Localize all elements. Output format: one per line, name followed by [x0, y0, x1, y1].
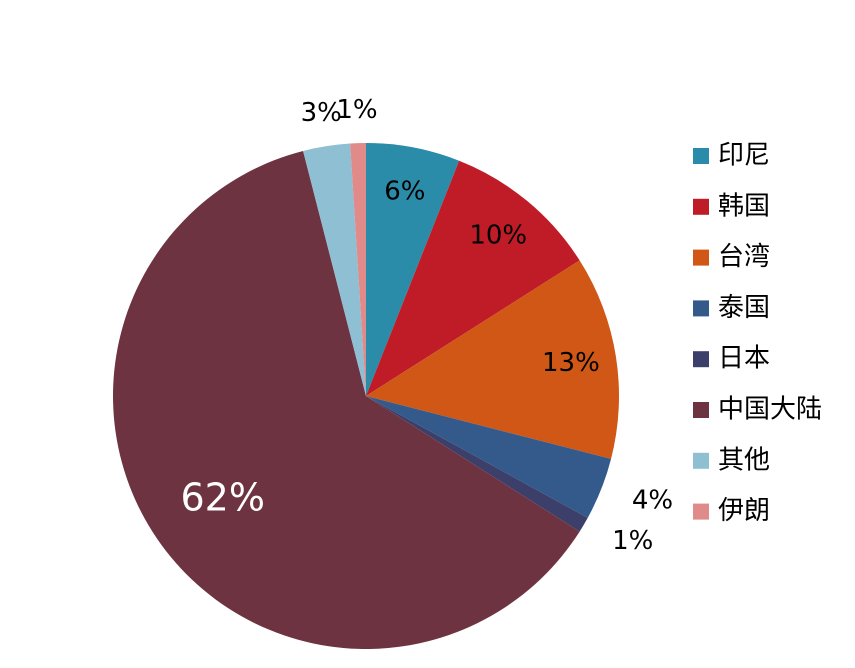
legend-swatch: [693, 452, 709, 469]
legend-swatch: [693, 402, 709, 418]
data-label: 13%: [542, 348, 600, 378]
legend-label: 中国大陆: [718, 395, 822, 425]
pie-slice: [366, 396, 612, 518]
data-label: 10%: [469, 221, 527, 251]
legend-swatch: [693, 249, 709, 266]
legend-label: 日本: [718, 344, 770, 374]
data-label: 6%: [384, 177, 425, 207]
data-label: 3%: [301, 98, 342, 128]
pie-slice: [366, 396, 588, 532]
legend-label: 台湾: [718, 242, 770, 272]
data-label: 62%: [180, 476, 264, 520]
pie-slice: [303, 143, 366, 396]
legend-label: 泰国: [718, 293, 770, 323]
pie-slice: [113, 150, 580, 649]
legend-label: 印尼: [718, 141, 770, 171]
data-label: 1%: [612, 526, 653, 556]
legend-label: 伊朗: [718, 496, 770, 526]
pie-slice: [366, 143, 460, 396]
legend-swatch: [693, 300, 709, 317]
legend-label: 其他: [718, 445, 770, 475]
legend-swatch: [693, 503, 709, 520]
data-label: 4%: [632, 486, 673, 516]
data-label: 1%: [336, 95, 377, 125]
legend-swatch: [693, 351, 709, 368]
legend-swatch: [693, 148, 709, 164]
legend-label: 韩国: [718, 191, 770, 221]
pie-slice: [366, 260, 619, 459]
legend-swatch: [693, 198, 709, 215]
pie-slice: [366, 160, 580, 396]
pie-slice: [350, 143, 366, 396]
